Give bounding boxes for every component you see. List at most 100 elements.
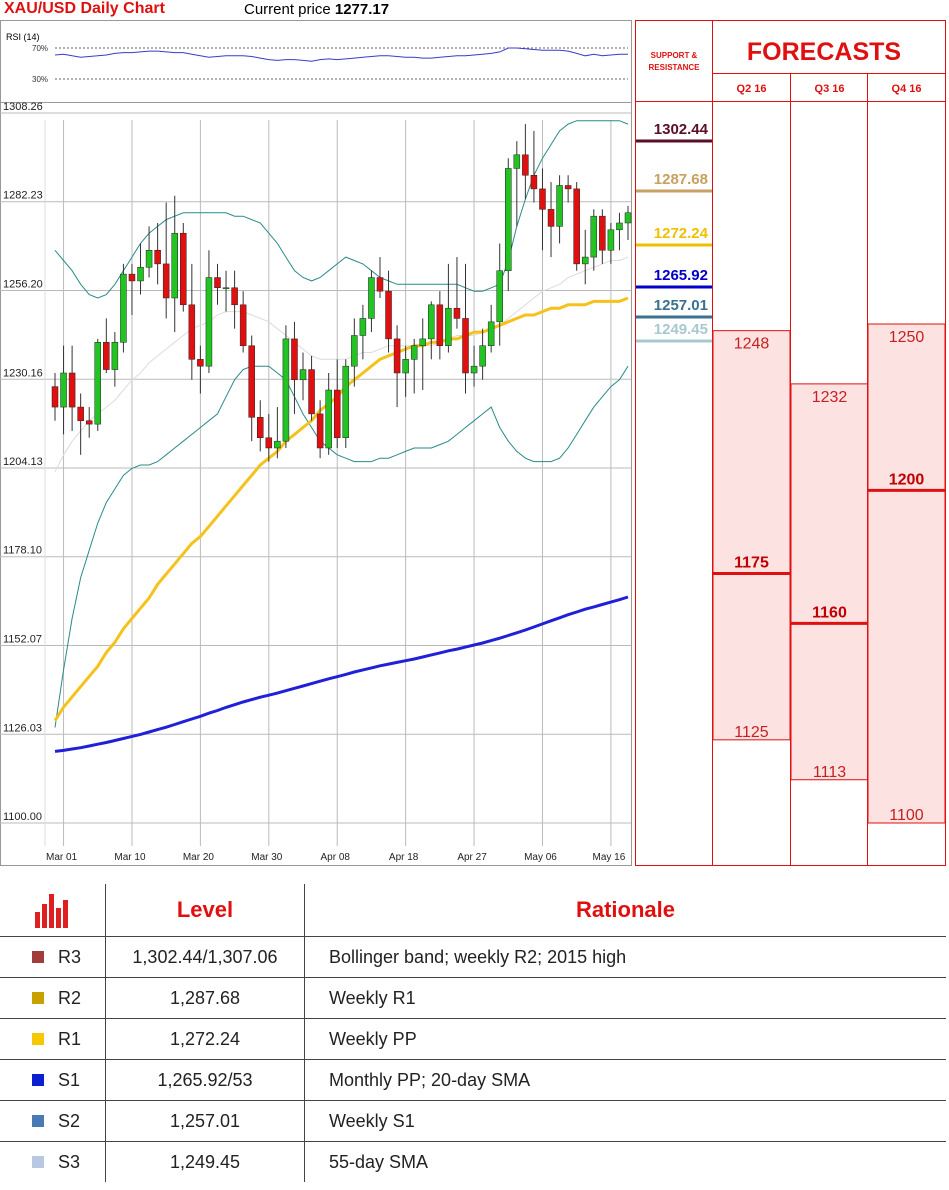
x-tick-label: Apr 27 [457,852,487,863]
levels-table: Level Rationale R3 1,302.44/1,307.06 Bolli… [0,884,946,1182]
candle-body [513,154,521,169]
forecast-low-label: 1113 [813,764,846,781]
rsi-frame [0,20,632,103]
forecast-mid-label: 1160 [812,604,847,621]
candle-body [316,413,324,449]
candle-body [145,250,153,268]
y-tick-label: 1308.26 [3,101,43,113]
x-tick-label: May 16 [592,852,625,863]
sr-level-label: 1257.01 [654,297,708,314]
current-price: Current price 1277.17 [244,1,389,18]
level-color-swatch [32,1115,44,1128]
candle-body [573,188,580,265]
level-id-cell: R2 [0,977,106,1019]
sr-level-label: 1265.92 [654,267,708,284]
candle-body [282,338,290,442]
x-tick-label: May 06 [524,852,557,863]
rsi-70-label: 70% [32,44,48,53]
rsi-30-label: 30% [32,75,48,84]
candle-body [522,154,529,176]
level-id-cell: R1 [0,1018,106,1060]
candle-body [188,304,196,360]
candle-body [419,338,426,346]
x-tick-label: Apr 08 [320,852,350,863]
forecast-low-label: 1125 [734,724,769,741]
sma-55-line [53,296,629,722]
level-id-cell: S3 [0,1141,106,1182]
forecast-high-label: 1248 [734,336,770,353]
table-row: S2 1,257.01 Weekly S1 [0,1100,946,1142]
candle-body [624,212,632,224]
candle-body [470,365,478,374]
level-color-swatch [32,992,44,1005]
candle-body [239,304,247,346]
chart-title: XAU/USD Daily Chart [4,0,165,17]
candle-body [205,277,213,367]
candle-body [68,372,76,408]
level-value: 1,257.01 [105,1100,305,1142]
candle-body [120,273,127,343]
candle-body [359,318,367,336]
forecast-range-box [712,330,791,741]
forecast-mid-label: 1200 [889,471,925,488]
table-row: R1 1,272.24 Weekly PP [0,1018,946,1060]
x-tick-label: Mar 10 [114,852,146,863]
candle-body [496,270,503,323]
forecast-mid-label: 1175 [734,555,769,572]
level-rationale: Weekly PP [304,1018,946,1060]
candle-body [137,267,144,282]
candle-body [539,188,546,210]
candle-body [333,389,341,439]
level-value: 1,287.68 [105,977,305,1019]
candle-body [590,215,598,258]
chart-area: RSI (14) 70% 30% 1100.00 1126.03 1152.07 1178.… [0,20,946,866]
level-value: 1,302.44/1,307.06 [105,936,305,978]
level-rationale: Monthly PP; 20-day SMA [304,1059,946,1101]
candle-body [564,185,572,190]
candle-body [547,209,555,227]
x-tick-label: Apr 18 [389,852,419,863]
x-tick-label: Mar 30 [251,852,283,863]
level-id: R3 [58,946,82,967]
candle-body [616,222,623,231]
forecast-col-label: Q4 16 [892,83,922,95]
candle-body [197,359,204,367]
candle-body [445,307,452,346]
candle-body [428,304,435,340]
candle-body [530,175,538,190]
level-rationale: Weekly S1 [304,1100,946,1142]
candle-body [462,318,469,374]
candle-body [257,417,264,439]
level-id: R1 [58,1028,82,1049]
sma-200-line [54,595,629,753]
candle-body [265,437,273,449]
forecast-range-box [790,383,869,781]
sr-level-label: 1249.45 [654,321,708,338]
current-price-label: Current price [244,1,331,18]
candle-body [376,277,384,292]
level-color-swatch [32,1074,44,1087]
candle-body [402,359,409,374]
level-id-cell: S2 [0,1100,106,1142]
candle-body [308,369,315,415]
level-id: S3 [58,1151,81,1172]
candle-body [453,307,461,319]
level-color-swatch [32,1033,44,1046]
candle-body [436,304,444,346]
forecast-low-label: 1100 [889,807,924,824]
candle-body [154,250,161,265]
candle-body [393,338,401,374]
y-tick-label: 1256.20 [3,278,43,290]
candle-body [214,277,221,289]
sr-column-frame [635,20,713,866]
candle-body [410,345,418,360]
candle-body [77,406,84,421]
col-header-level: Level [105,884,305,937]
sma-20-line [54,256,629,473]
forecast-col-label: Q2 16 [737,83,767,95]
level-id-cell: R3 [0,936,106,978]
candle-body [556,185,563,227]
candle-body [103,342,110,370]
candle-body [231,287,238,306]
candle-body [51,386,59,408]
